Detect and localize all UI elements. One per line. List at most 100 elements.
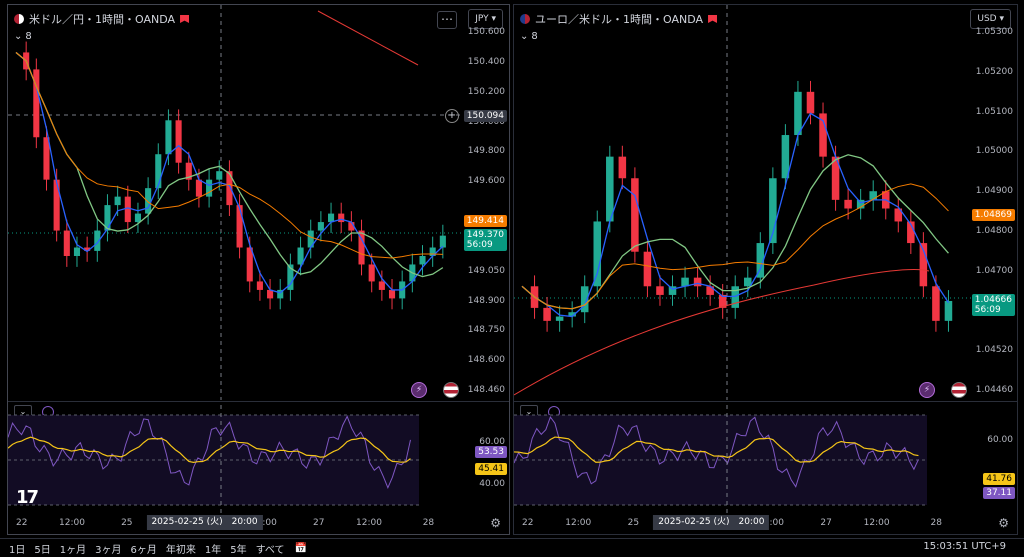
time-axis[interactable]: 22 12:00 25 12:00 27 12:00 28 2025-02-25 (火) 20…	[514, 512, 1017, 534]
lightning-icon[interactable]: ⚡	[919, 382, 935, 398]
timeframe-button[interactable]: 1年	[204, 544, 222, 556]
indicators-toggle[interactable]: ⌄ 8	[520, 31, 538, 42]
usdjpy-chart-pane[interactable]: 米ドル／円・1時間・OANDA ⌄ 8 ⋯ JPY ▾ 150.600 150.40…	[7, 4, 510, 535]
candle-body	[831, 156, 840, 200]
time-tick: 25	[121, 518, 133, 528]
candle-body	[338, 213, 345, 223]
candle-body	[185, 162, 192, 180]
candle-body	[287, 264, 294, 290]
candle-body	[419, 255, 426, 265]
chart-title[interactable]: 米ドル／円・1時間・OANDA	[14, 11, 190, 27]
candle-body	[63, 230, 70, 256]
timeframe-button[interactable]: 年初来	[165, 544, 196, 556]
candle-body	[165, 120, 172, 155]
candle-body	[869, 191, 877, 200]
crosshair-price-label: 150.094	[463, 110, 507, 122]
price-chart[interactable]	[8, 5, 465, 400]
settings-gear-icon[interactable]: ⚙	[490, 516, 501, 530]
bookmark-icon[interactable]	[180, 15, 190, 23]
lightning-icon[interactable]: ⚡	[411, 382, 427, 398]
time-tick: 12:00	[863, 518, 890, 528]
indicators-toggle[interactable]: ⌄ 8	[14, 31, 32, 42]
rsi-chart[interactable]	[514, 405, 973, 515]
tradingview-logo[interactable]: 17	[16, 487, 39, 508]
us-flag-icon[interactable]	[951, 382, 967, 398]
price-tick: 1.05300	[975, 27, 1013, 37]
ma-fast-line	[15, 51, 444, 294]
pane-separator[interactable]	[514, 401, 1017, 402]
price-tick: 1.05200	[975, 66, 1013, 77]
time-tick: 27	[313, 518, 325, 528]
chevron-down-icon: ⌄	[520, 31, 529, 42]
candle-body	[368, 264, 375, 282]
candle-body	[706, 286, 714, 295]
chart-title[interactable]: ユーロ／米ドル・1時間・OANDA	[520, 11, 718, 27]
candle-body	[668, 286, 677, 295]
ma-slow-line	[15, 52, 443, 259]
timeframe-button[interactable]: 3ヶ月	[95, 544, 122, 556]
timeframe-button[interactable]: 5年	[230, 544, 247, 556]
candle-body	[94, 230, 101, 251]
rsi-chart[interactable]	[8, 405, 465, 515]
chevron-down-icon: ⌄	[14, 31, 23, 42]
clock[interactable]: 15:03:51 UTC+9	[923, 541, 1006, 552]
calendar-icon[interactable]: 📅	[294, 542, 307, 554]
price-axis[interactable]: 150.600150.400150.200150.000149.800149.6…	[463, 5, 509, 400]
eurusd-chart-pane[interactable]: ユーロ／米ドル・1時間・OANDA ⌄ 8 USD ▾ 1.05300 1.0520…	[513, 4, 1018, 535]
currency-button[interactable]: JPY ▾	[468, 9, 503, 29]
rsi-line	[514, 415, 919, 488]
candle-body	[894, 208, 903, 222]
timeframe-button[interactable]: 5日	[34, 544, 51, 556]
candle-body	[856, 199, 865, 209]
candle-body	[693, 277, 702, 287]
price-tick: 1.04900	[975, 186, 1013, 197]
timeframe-button[interactable]: 1ヶ月	[59, 544, 87, 556]
last-price-label: 149.370 56:09	[463, 229, 507, 251]
usd-jpy-flag-icon	[14, 14, 24, 24]
price-tick: 150.400	[467, 56, 505, 67]
rsi-tick: 60.00	[479, 437, 505, 447]
candle-body	[226, 171, 233, 206]
time-tick: 12:00	[250, 518, 277, 528]
price-tick: 149.050	[467, 265, 505, 276]
candle-body	[104, 205, 111, 231]
candle-body	[317, 222, 324, 231]
more-options-icon[interactable]: ⋯	[437, 11, 457, 29]
timeframe-button[interactable]: 1日	[9, 544, 26, 556]
time-axis[interactable]: 22 12:00 25 12:00 27 12:00 28 2025-02-25 (火) 20…	[8, 512, 509, 534]
timeframe-button[interactable]: 6ヶ月	[130, 544, 157, 556]
candle-body	[756, 243, 765, 278]
candle-body	[656, 286, 664, 295]
candle-body	[806, 91, 815, 114]
price-tick: 149.600	[467, 176, 505, 187]
rsi-ma-value-label: 41.76	[983, 473, 1015, 485]
time-tick: 22	[15, 518, 28, 528]
candle-body	[681, 277, 689, 287]
candle-body	[769, 178, 777, 244]
candle-body	[794, 91, 802, 136]
settings-gear-icon[interactable]: ⚙	[998, 516, 1009, 530]
ma-price-label: 149.414	[463, 215, 507, 227]
candle-body	[114, 196, 121, 206]
us-flag-icon[interactable]	[443, 382, 459, 398]
price-axis[interactable]: 1.05300 1.05200 1.05100 1.05000 1.04900 1.048…	[971, 5, 1017, 400]
rsi-ma-line	[8, 436, 411, 463]
candle-body	[216, 171, 223, 180]
candle-body	[206, 179, 213, 197]
pane-separator[interactable]	[8, 401, 509, 402]
timeframe-button[interactable]: すべて	[255, 544, 285, 556]
candle-body	[731, 286, 739, 308]
candle-body	[53, 179, 60, 231]
add-alert-icon[interactable]: +	[445, 109, 459, 123]
candle-body	[555, 316, 564, 321]
ma-long-line	[514, 269, 930, 396]
ma-long-line	[317, 10, 419, 66]
time-tick: 12:00	[356, 518, 382, 528]
candle-body	[358, 230, 365, 265]
candle-body	[155, 154, 162, 189]
bookmark-icon[interactable]	[708, 15, 718, 23]
time-tick: 28	[930, 518, 942, 528]
candle-body	[907, 221, 915, 244]
currency-button[interactable]: USD ▾	[970, 9, 1011, 29]
price-chart[interactable]	[514, 5, 973, 400]
